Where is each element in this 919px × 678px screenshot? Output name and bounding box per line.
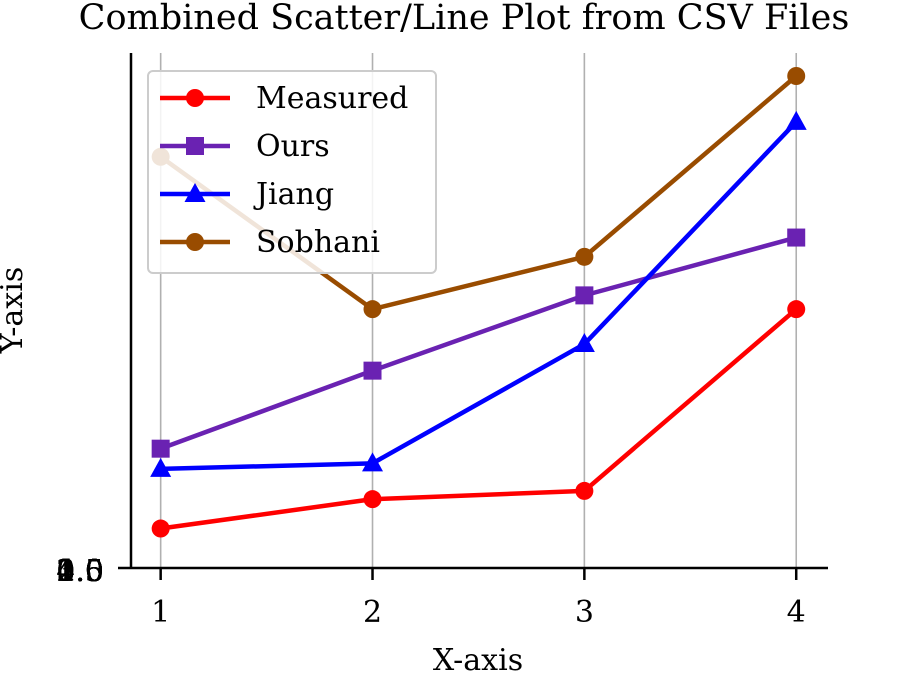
y-tick-label: 4.0 — [56, 554, 104, 589]
y-tick-label: 0.0 — [56, 554, 104, 589]
data-point-jiang — [573, 333, 595, 353]
legend-items: Measured Ours Jiang Sobhani — [160, 81, 408, 260]
data-point-jiang — [785, 110, 807, 130]
x-tick-label: 1 — [151, 595, 170, 630]
data-point-sobhani — [575, 247, 594, 266]
legend-marker-ours — [186, 137, 204, 155]
y-axis-label: Y-axis — [0, 267, 30, 354]
y-tick-label: 0.5 — [56, 554, 104, 589]
legend-marker-jiang — [184, 183, 206, 202]
data-point-measured — [575, 481, 594, 500]
legend: Measured Ours Jiang Sobhani — [147, 70, 437, 274]
data-point-measured — [151, 519, 170, 538]
x-tick-label: 2 — [363, 595, 382, 630]
data-point-ours — [575, 286, 594, 305]
y-tick-label: 1.0 — [56, 554, 104, 589]
legend-marker-measured — [186, 89, 204, 107]
x-tick-label: 3 — [575, 595, 594, 630]
legend-marker-sobhani — [186, 233, 204, 251]
legend-label-jiang: Jiang — [253, 177, 334, 212]
legend-label-ours: Ours — [256, 129, 330, 164]
y-tick-label: 3.5 — [56, 554, 104, 589]
data-point-ours — [151, 439, 170, 458]
legend-label-measured: Measured — [256, 81, 408, 116]
data-point-measured — [787, 300, 806, 319]
x-tick-label: 4 — [787, 595, 806, 630]
y-tick-label: 1.5 — [56, 554, 104, 589]
legend-label-sobhani: Sobhani — [256, 225, 380, 260]
y-tick-label: 2.0 — [56, 554, 104, 589]
y-ticks: 0.00.51.01.52.02.53.03.54.0 — [56, 554, 104, 589]
data-point-jiang — [362, 452, 384, 472]
data-point-jiang — [150, 457, 172, 477]
x-axis-label: X-axis — [433, 643, 523, 678]
data-point-ours — [787, 228, 806, 247]
chart-title: Combined Scatter/Line Plot from CSV File… — [79, 0, 850, 38]
data-point-measured — [363, 490, 382, 509]
y-tick-label: 2.5 — [56, 554, 104, 589]
x-ticks: 1 2 3 4 — [151, 568, 806, 630]
data-point-ours — [363, 361, 382, 380]
data-point-sobhani — [787, 67, 806, 85]
series-line-jiang — [160, 120, 798, 472]
series-line-ours — [159, 235, 797, 451]
series-line-measured — [160, 307, 798, 531]
data-point-sobhani — [363, 300, 382, 319]
y-tick-label: 3.0 — [56, 554, 104, 589]
legend-box — [147, 70, 437, 274]
